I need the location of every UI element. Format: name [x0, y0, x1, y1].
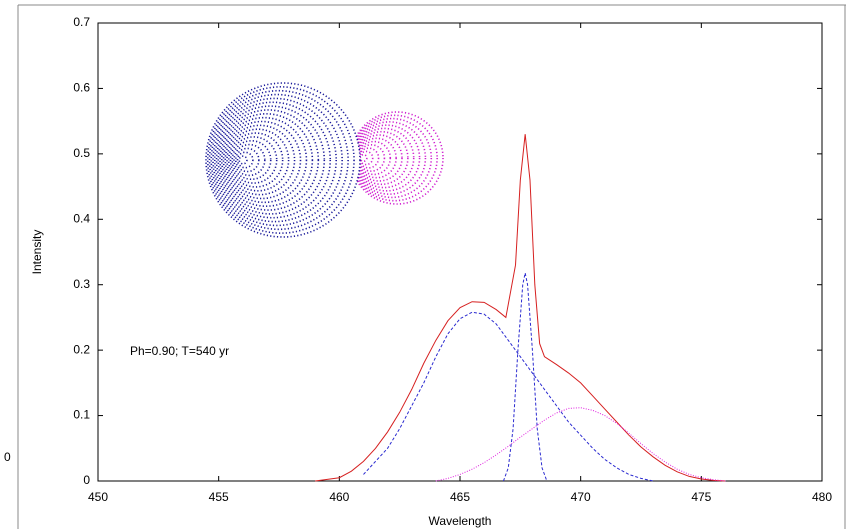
sphere-ring	[356, 140, 392, 176]
sphere-ring	[226, 128, 290, 192]
sphere-ring	[231, 139, 272, 181]
y-tick-label: 0.1	[73, 408, 90, 422]
x-tick-label: 475	[691, 490, 711, 504]
sphere-ring	[354, 130, 409, 186]
sphere-ring	[353, 124, 421, 192]
y-tick-label: 0.5	[73, 146, 90, 160]
x-tick-label: 450	[88, 490, 108, 504]
sphere-ring	[352, 121, 427, 195]
y-axis-label: Intensity	[30, 230, 44, 275]
x-tick-label: 480	[812, 490, 832, 504]
sphere-ring	[210, 93, 343, 227]
y-tick-label: 0.7	[73, 15, 90, 29]
sphere-ring	[213, 101, 332, 219]
y-tick-label: 0	[83, 473, 90, 487]
y-tick-label: 0.2	[73, 342, 90, 356]
sphere-ring	[227, 132, 284, 188]
sphere-ring	[350, 111, 444, 205]
sphere-ring	[233, 143, 266, 177]
edge-text: 0	[4, 450, 11, 464]
sphere-ring	[220, 116, 308, 204]
sphere-ring	[238, 155, 248, 165]
sphere-ring	[358, 150, 374, 166]
series-line	[315, 134, 726, 482]
sphere-ring	[222, 120, 302, 200]
sphere-ring	[212, 97, 337, 223]
series-line	[363, 311, 654, 482]
sphere-ring	[229, 136, 278, 184]
y-tick-label: 0.4	[73, 211, 90, 225]
sphere-ring	[217, 109, 320, 211]
sphere-ring	[224, 124, 296, 196]
sphere-ring	[350, 114, 438, 202]
sphere-ring	[351, 117, 433, 199]
x-tick-label: 465	[450, 490, 470, 504]
x-axis-label: Wavelength	[429, 514, 492, 528]
sphere-ring	[236, 151, 254, 169]
binary-star-illustration	[205, 82, 444, 238]
x-tick-label: 470	[571, 490, 591, 504]
sphere-ring	[215, 105, 326, 215]
x-tick-label: 460	[329, 490, 349, 504]
series-line	[435, 407, 726, 482]
sphere-ring	[219, 113, 314, 208]
series-line	[502, 272, 548, 482]
sphere-ring	[208, 89, 349, 231]
y-tick-label: 0.6	[73, 81, 90, 95]
plot-frame	[97, 22, 823, 482]
sphere-ring	[205, 82, 361, 238]
sphere-ring	[206, 86, 355, 234]
annotation: Ph=0.90; T=540 yr	[130, 344, 229, 358]
sphere-ring	[234, 147, 260, 173]
y-tick-label: 0.3	[73, 277, 90, 291]
sphere-ring	[359, 153, 368, 163]
sphere-ring	[357, 144, 386, 172]
x-tick-label: 455	[209, 490, 229, 504]
